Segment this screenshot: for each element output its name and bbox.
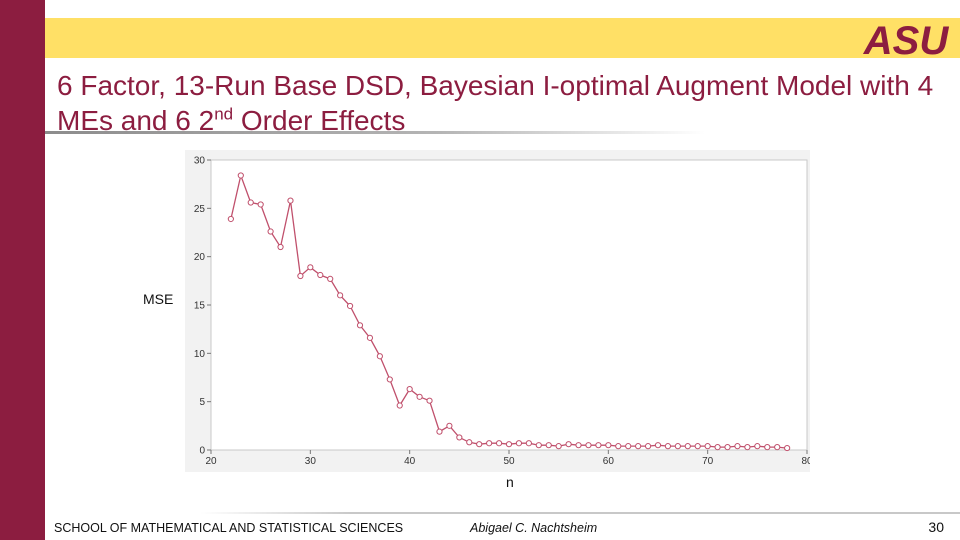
y-tick-label: 0: [199, 446, 205, 457]
header-band: [45, 18, 960, 58]
data-point: [505, 441, 513, 448]
data-point: [277, 243, 284, 251]
data-point: [724, 444, 731, 451]
y-tick-label: 30: [194, 156, 206, 167]
asu-logo: ASU: [863, 19, 950, 60]
data-point: [694, 443, 701, 450]
data-point: [654, 442, 662, 449]
x-tick-label: 60: [603, 456, 615, 467]
data-point: [714, 444, 721, 451]
data-point: [674, 443, 681, 450]
title-underline: [45, 131, 705, 134]
plot-area: [210, 159, 808, 451]
data-point: [297, 272, 304, 280]
x-tick-label: 30: [305, 456, 317, 467]
data-point: [227, 215, 234, 223]
page-number: 30: [928, 519, 944, 535]
asu-logo-text: ASU: [863, 19, 950, 60]
data-point: [545, 442, 552, 449]
data-point: [764, 444, 771, 451]
x-tick-label: 20: [205, 456, 217, 467]
x-tick-label: 50: [503, 456, 515, 467]
data-point: [426, 397, 433, 404]
data-point: [386, 376, 393, 383]
data-point: [555, 443, 562, 450]
data-point: [476, 441, 483, 448]
data-point: [754, 443, 761, 450]
x-axis-label: n: [506, 474, 514, 490]
data-point: [456, 434, 463, 441]
title-end: Order Effects: [233, 105, 406, 136]
x-tick-label: 40: [404, 456, 416, 467]
data-point: [436, 428, 443, 435]
data-point: [247, 199, 254, 206]
data-point: [406, 386, 413, 393]
data-point: [495, 440, 503, 447]
data-point: [684, 443, 691, 450]
data-point: [595, 442, 602, 449]
data-point: [237, 172, 244, 179]
y-tick-label: 10: [194, 349, 206, 360]
y-tick-label: 20: [194, 252, 206, 263]
title-main: 6 Factor, 13-Run Base DSD, Bayesian I-op…: [57, 70, 934, 136]
data-point: [615, 443, 622, 450]
data-point: [734, 443, 741, 450]
data-point: [486, 440, 493, 447]
data-point: [307, 264, 314, 271]
data-point: [635, 443, 642, 450]
data-point: [515, 440, 523, 447]
x-tick-label: 80: [801, 456, 810, 467]
data-point: [605, 442, 612, 449]
y-axis-label: MSE: [143, 291, 174, 307]
data-point: [644, 443, 652, 450]
data-point: [664, 443, 672, 450]
title-superscript: nd: [214, 104, 234, 124]
y-tick-label: 15: [194, 301, 206, 312]
data-point: [446, 422, 453, 429]
data-point: [356, 322, 364, 329]
data-point: [327, 275, 334, 282]
data-point: [744, 444, 751, 451]
data-point: [396, 402, 403, 409]
data-point: [317, 271, 324, 279]
data-point: [267, 228, 274, 235]
slide-title: 6 Factor, 13-Run Base DSD, Bayesian I-op…: [57, 68, 937, 138]
footer-school-name: SCHOOL OF MATHEMATICAL AND STATISTICAL S…: [54, 521, 404, 535]
footer-author: Abigael C. Nachtsheim: [470, 521, 598, 535]
left-accent-bar: [0, 0, 45, 540]
data-point: [287, 197, 294, 204]
data-point: [257, 201, 264, 208]
y-tick-label: 25: [194, 204, 206, 215]
mse-line-chart: 0 5 10 15 20 25 30 20 30 40 50 60 70 80: [194, 156, 810, 468]
data-point: [376, 353, 383, 360]
data-point: [346, 302, 354, 310]
data-point: [535, 442, 542, 449]
data-point: [525, 440, 532, 447]
footer-divider: [200, 512, 960, 514]
data-point: [774, 444, 781, 451]
data-point: [337, 292, 344, 299]
data-point: [625, 443, 632, 450]
y-tick-label: 5: [199, 397, 205, 408]
data-point: [466, 439, 473, 446]
data-point: [704, 443, 711, 450]
data-point: [575, 442, 582, 449]
data-point: [366, 334, 374, 341]
data-point: [585, 442, 592, 449]
data-point: [565, 441, 572, 448]
data-point: [784, 444, 791, 452]
x-tick-label: 70: [702, 456, 714, 467]
data-point: [416, 393, 423, 400]
